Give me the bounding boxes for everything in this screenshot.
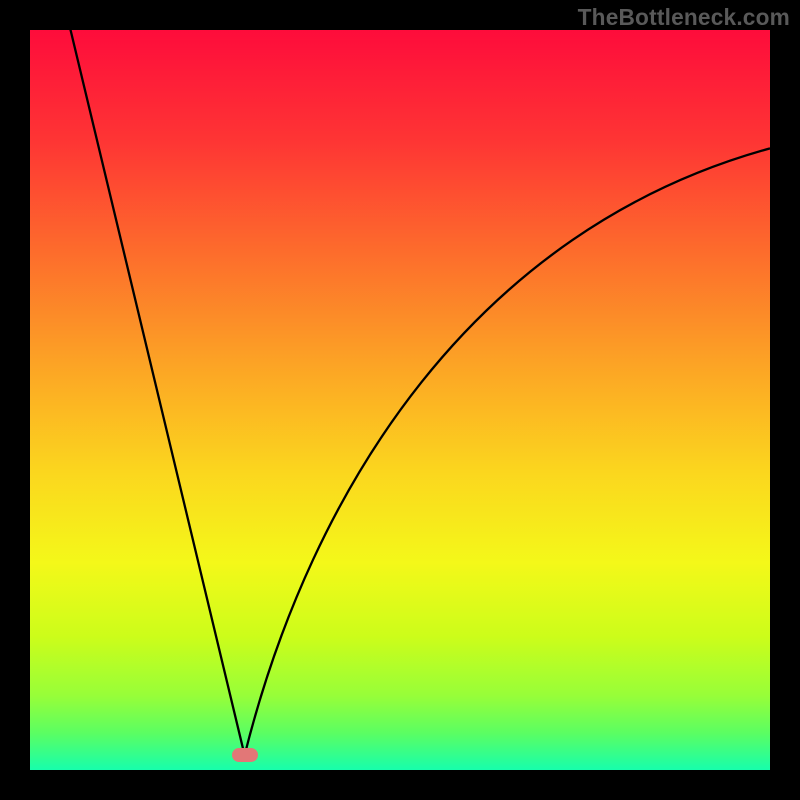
bottleneck-curve xyxy=(67,30,770,755)
minimum-marker xyxy=(232,748,258,762)
plot-panel xyxy=(30,30,770,770)
attribution-watermark: TheBottleneck.com xyxy=(578,4,790,31)
chart-frame: TheBottleneck.com xyxy=(0,0,800,800)
curve-layer xyxy=(30,30,770,770)
